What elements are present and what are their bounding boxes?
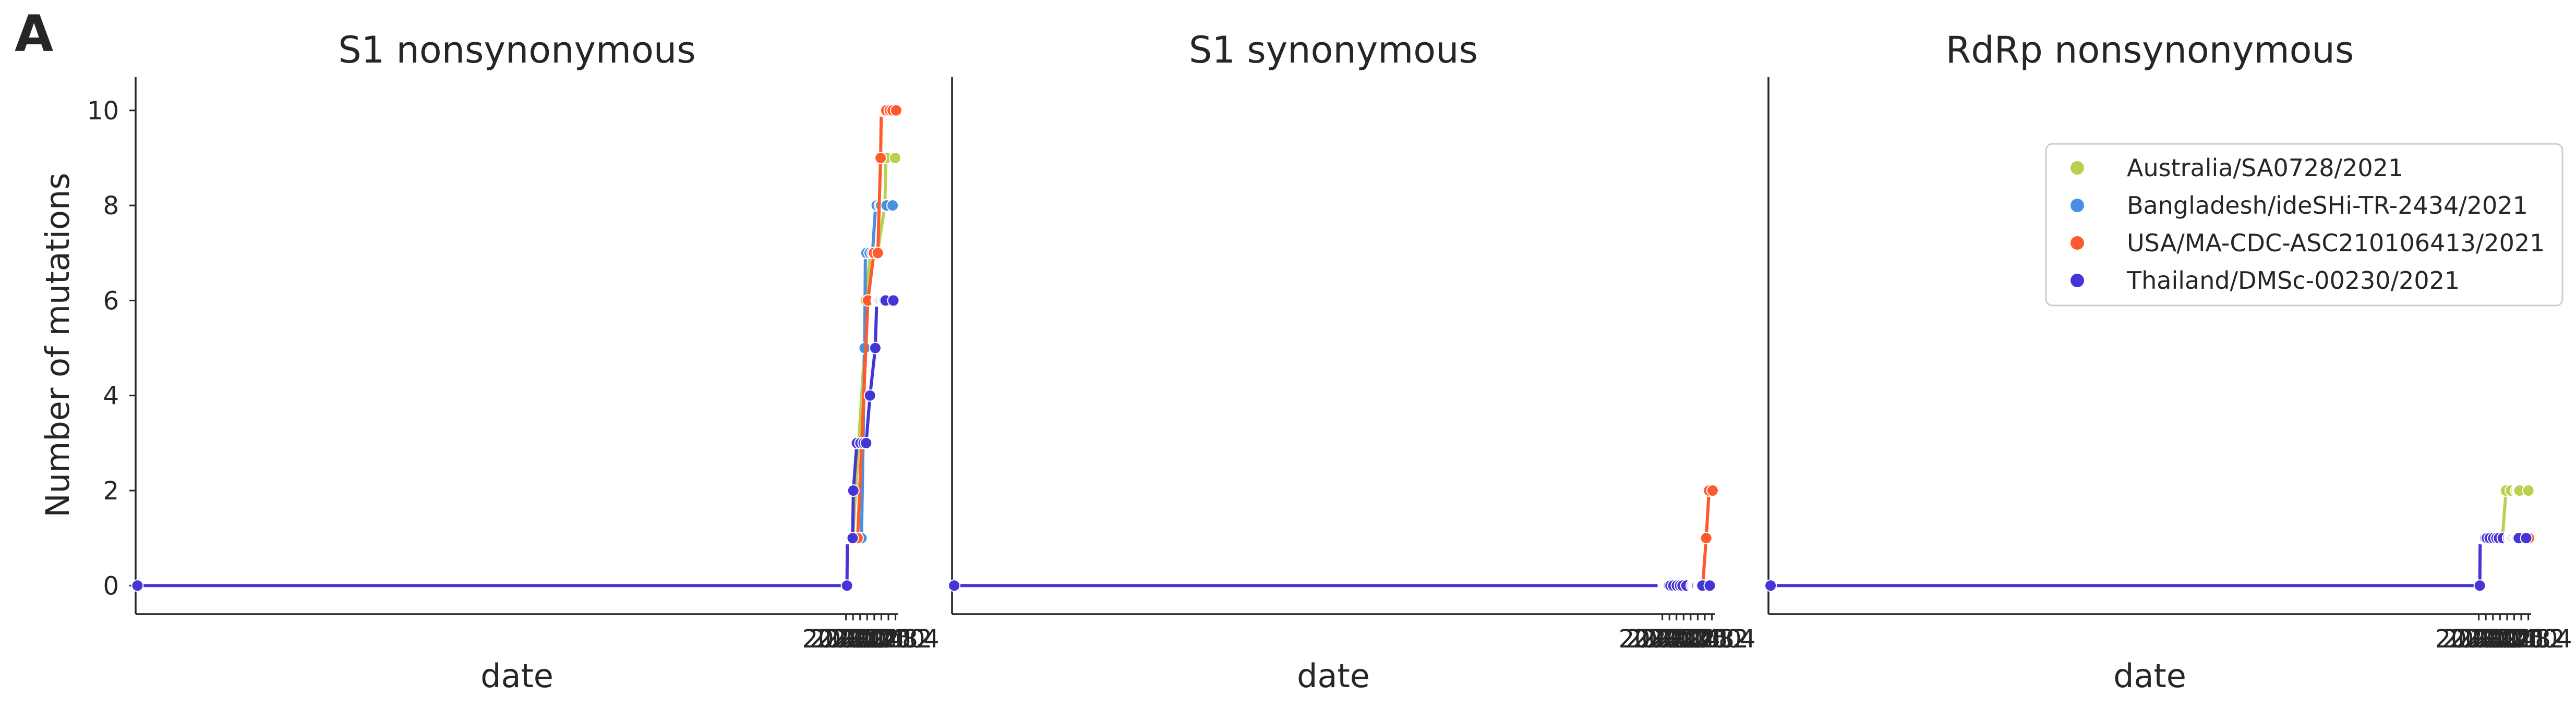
series-thailand: [131, 294, 900, 592]
x-tick-label: 2021.2: [845, 625, 932, 654]
panel-2: S1 synonymous date 2020.02020.22020.42020.…: [948, 29, 1756, 695]
data-point: [948, 579, 961, 592]
y-tick-label: 2: [103, 476, 119, 506]
legend-entry: USA/MA-CDC-ASC210106413/2021: [2071, 229, 2545, 257]
panel-title: S1 synonymous: [1189, 29, 1478, 71]
data-point: [2473, 579, 2486, 592]
data-point: [869, 341, 882, 354]
panel-3: RdRp nonsynonymous date 2020.02020.22020.4…: [1764, 29, 2572, 695]
x-tick-label: 2021.2: [2477, 625, 2565, 654]
x-tick-label: 2020.6: [2456, 625, 2544, 654]
x-axis-label: date: [1297, 657, 1370, 695]
data-point: [1764, 579, 1777, 592]
x-tick-label: 2021.4: [852, 625, 940, 654]
data-point: [2522, 484, 2535, 497]
x-tick-label: 2021.2: [1661, 625, 1749, 654]
x-tick-label: 2020.0: [802, 625, 890, 654]
x-axis-label: date: [480, 657, 553, 695]
x-tick-label: 2020.8: [2463, 625, 2551, 654]
series-thailand: [1764, 532, 2533, 592]
series-line: [1771, 536, 2526, 588]
data-point: [888, 152, 901, 164]
x-tick-label: 2020.4: [1633, 625, 1720, 654]
y-axis-label: Number of mutations: [39, 173, 77, 517]
data-point: [2520, 532, 2533, 545]
x-tick-label: 2021.0: [1654, 625, 1741, 654]
y-tick-label: 6: [103, 286, 119, 315]
data-point: [1700, 532, 1713, 545]
legend-marker: [2071, 199, 2084, 212]
x-tick-label: 2020.6: [1640, 625, 1727, 654]
data-point: [131, 579, 144, 592]
series-line: [2481, 489, 2529, 540]
panel-label: A: [15, 5, 53, 63]
data-point: [847, 484, 860, 497]
legend-label: Australia/SA0728/2021: [2127, 154, 2403, 182]
data-point: [886, 199, 899, 212]
y-tick-label: 0: [103, 571, 119, 601]
panel-title: RdRp nonsynonymous: [1946, 29, 2354, 71]
x-tick-label: 2020.0: [2435, 625, 2523, 654]
x-tick-label: 2021.4: [2485, 625, 2572, 654]
data-point: [860, 436, 873, 449]
x-tick-label: 2020.8: [830, 625, 918, 654]
legend-label: USA/MA-CDC-ASC210106413/2021: [2127, 229, 2545, 257]
x-tick-label: 2020.4: [816, 625, 904, 654]
legend-label: Bangladesh/ideSHi-TR-2434/2021: [2127, 191, 2528, 219]
panels: S1 nonsynonymousdate2020.02020.22020.420…: [87, 29, 2572, 695]
panel-title: S1 nonsynonymous: [338, 29, 696, 71]
y-tick-label: 10: [87, 96, 119, 126]
x-tick-label: 2020.8: [1647, 625, 1735, 654]
data-point: [874, 152, 887, 164]
x-tick-label: 2020.2: [1626, 625, 1713, 654]
data-point: [840, 579, 853, 592]
series-usa: [841, 104, 902, 545]
x-tick-label: 2021.0: [2470, 625, 2558, 654]
data-point: [887, 294, 900, 307]
legend-entry: Australia/SA0728/2021: [2071, 154, 2403, 182]
legend-frame: [2045, 143, 2563, 307]
x-tick-label: 2021.4: [1668, 625, 1756, 654]
data-point: [889, 104, 902, 117]
legend-label: Thailand/DMSc-00230/2021: [2126, 266, 2460, 295]
data-point: [846, 532, 859, 545]
x-tick-label: 2020.2: [809, 625, 897, 654]
x-tick-label: 2020.2: [2442, 625, 2530, 654]
legend-marker: [2071, 236, 2084, 250]
data-point: [1703, 579, 1716, 592]
data-point: [1706, 484, 1719, 497]
x-tick-label: 2020.0: [1619, 625, 1706, 654]
x-axis-label: date: [2113, 657, 2186, 695]
x-tick-label: 2021.0: [837, 625, 925, 654]
legend-marker: [2071, 274, 2084, 287]
data-point: [863, 389, 876, 402]
legend: Australia/SA0728/2021 Bangladesh/ideSHi-T…: [2045, 143, 2563, 307]
legend-entry: Thailand/DMSc-00230/2021: [2071, 266, 2460, 295]
series-line: [137, 299, 894, 588]
x-tick-label: 2020.4: [2449, 625, 2537, 654]
series-thailand: [948, 579, 1716, 592]
series-usa: [1657, 484, 1719, 592]
legend-marker: [2071, 161, 2084, 175]
y-tick-label: 8: [103, 191, 119, 221]
legend-entry: Bangladesh/ideSHi-TR-2434/2021: [2071, 191, 2528, 219]
x-tick-label: 2020.6: [823, 625, 911, 654]
panel-1: S1 nonsynonymousdate2020.02020.22020.420…: [87, 29, 940, 695]
data-point: [871, 247, 884, 260]
y-tick-label: 4: [103, 382, 119, 411]
